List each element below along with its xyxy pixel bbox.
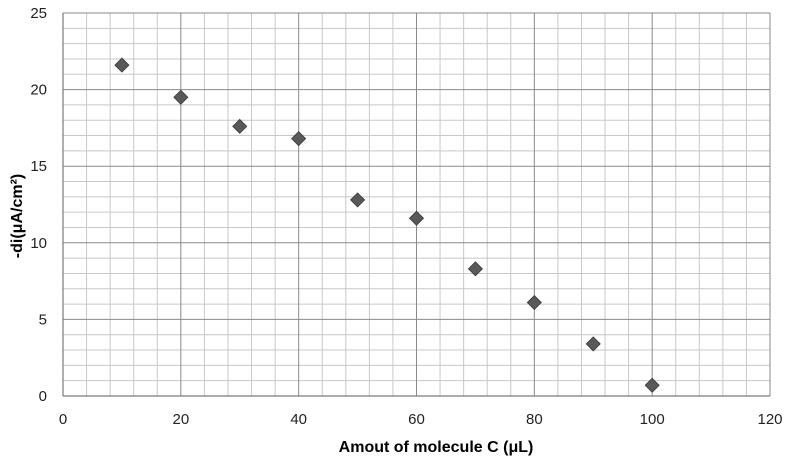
data-point [232, 118, 248, 134]
x-axis-title: Amout of molecule C (μL) [339, 439, 534, 456]
data-point [585, 336, 601, 352]
x-tick-label: 100 [640, 411, 665, 428]
y-tick-label: 0 [39, 388, 47, 405]
x-tick-label: 20 [172, 411, 189, 428]
x-tick-label: 80 [526, 411, 543, 428]
x-axis-ticks: 0 20 40 60 80 100 120 [59, 411, 783, 428]
x-tick-label: 0 [59, 411, 67, 428]
y-tick-label: 15 [30, 158, 47, 175]
y-tick-label: 25 [30, 5, 47, 22]
data-point [644, 377, 660, 393]
data-point [114, 57, 130, 73]
y-axis-title: -di(μA/cm²) [9, 174, 26, 258]
data-point [291, 131, 307, 147]
y-tick-label: 10 [30, 235, 47, 252]
data-point [467, 261, 483, 277]
x-tick-label: 120 [757, 411, 782, 428]
x-tick-label: 60 [408, 411, 425, 428]
data-point [350, 192, 366, 208]
plot-frame [62, 12, 771, 397]
y-tick-label: 20 [30, 82, 47, 99]
data-point [173, 89, 189, 105]
data-point [526, 294, 542, 311]
y-axis-ticks: 0 5 10 15 20 25 [30, 5, 47, 405]
data-point [408, 210, 425, 226]
x-tick-label: 40 [290, 411, 307, 428]
y-tick-label: 5 [39, 311, 47, 328]
grid [62, 12, 771, 397]
data-points [114, 57, 660, 393]
